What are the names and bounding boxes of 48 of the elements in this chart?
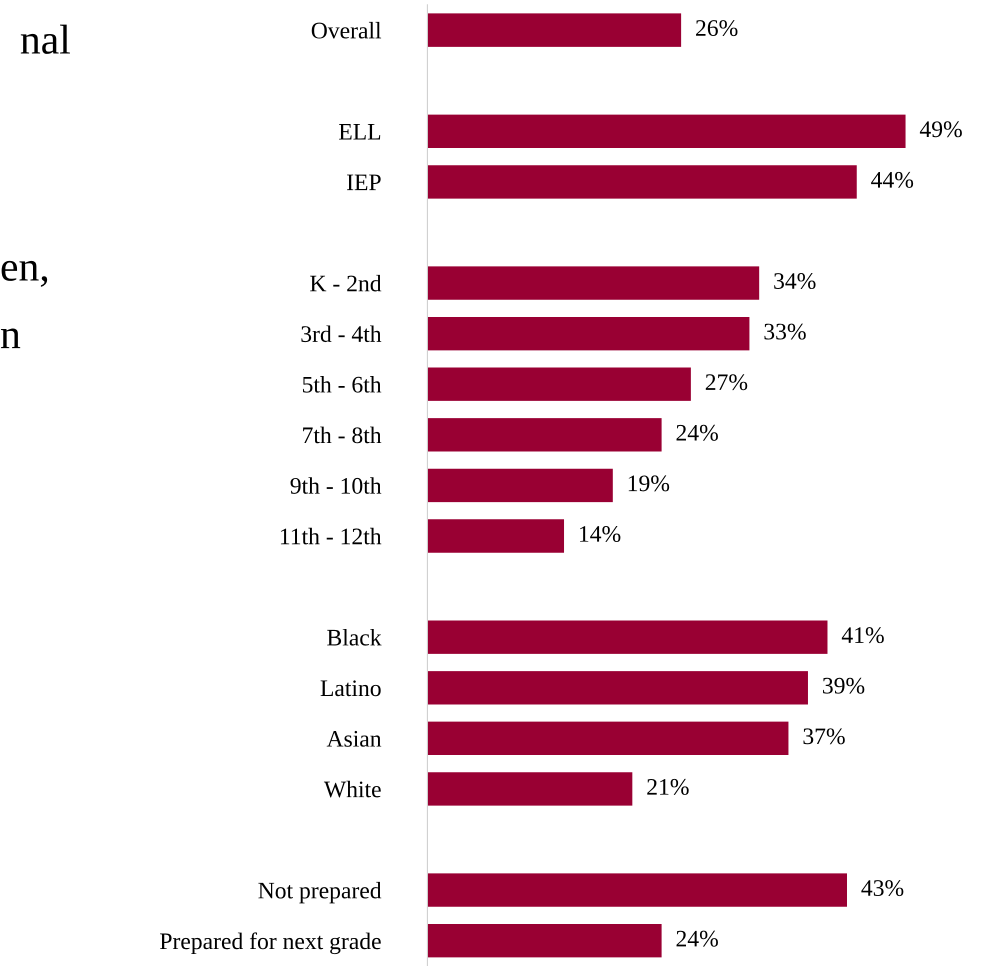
y-tick-label: Prepared for next grade	[160, 932, 381, 954]
y-tick-label: 7th - 8th	[303, 426, 382, 444]
data-label: 14%	[580, 526, 620, 542]
bar	[427, 13, 682, 47]
y-tick-label: White	[324, 780, 381, 798]
text: en,	[2, 260, 48, 287]
y-tick-label: IEP	[347, 174, 381, 190]
y-tick-label: 3rd - 4th	[301, 325, 382, 342]
bar	[427, 114, 906, 148]
data-label: 26%	[696, 20, 738, 36]
bar	[427, 418, 662, 452]
data-label: 24%	[676, 930, 718, 947]
bar	[427, 772, 632, 806]
bar	[427, 266, 760, 300]
bar	[427, 924, 662, 958]
data-label: 27%	[706, 374, 748, 390]
y-tick-label: ELL	[339, 124, 380, 140]
data-label: 33%	[764, 324, 806, 340]
y-tick-label: Black	[327, 628, 382, 646]
bar	[427, 519, 564, 553]
data-label: 41%	[842, 627, 884, 644]
data-label: 19%	[628, 475, 670, 492]
y-tick-label: Asian	[326, 730, 382, 747]
bar	[427, 468, 613, 502]
data-label: 49%	[920, 121, 962, 138]
data-label: 43%	[861, 880, 904, 896]
data-label: 37%	[803, 728, 845, 744]
bar	[427, 316, 750, 350]
y-tick-label: 5th - 6th	[302, 376, 382, 393]
data-label: 21%	[647, 778, 689, 795]
data-label: 39%	[822, 678, 864, 694]
bar	[427, 671, 808, 704]
bar	[427, 165, 857, 199]
bar	[427, 873, 847, 907]
y-tick-label: Overall	[312, 22, 382, 39]
text: nal	[20, 24, 70, 54]
y-tick-label: Latino	[320, 680, 381, 696]
bar	[427, 722, 788, 756]
y-tick-label: 11th - 12th	[280, 528, 382, 544]
data-label: 24%	[676, 424, 718, 441]
text: n	[0, 328, 20, 348]
bar	[427, 368, 691, 401]
data-label: 44%	[871, 172, 914, 188]
y-tick-label: Not prepared	[258, 882, 382, 904]
y-tick-label: K - 2nd	[310, 274, 382, 292]
y-tick-label: 9th - 10th	[290, 477, 382, 494]
data-label: 34%	[774, 273, 816, 290]
bar	[427, 620, 828, 654]
